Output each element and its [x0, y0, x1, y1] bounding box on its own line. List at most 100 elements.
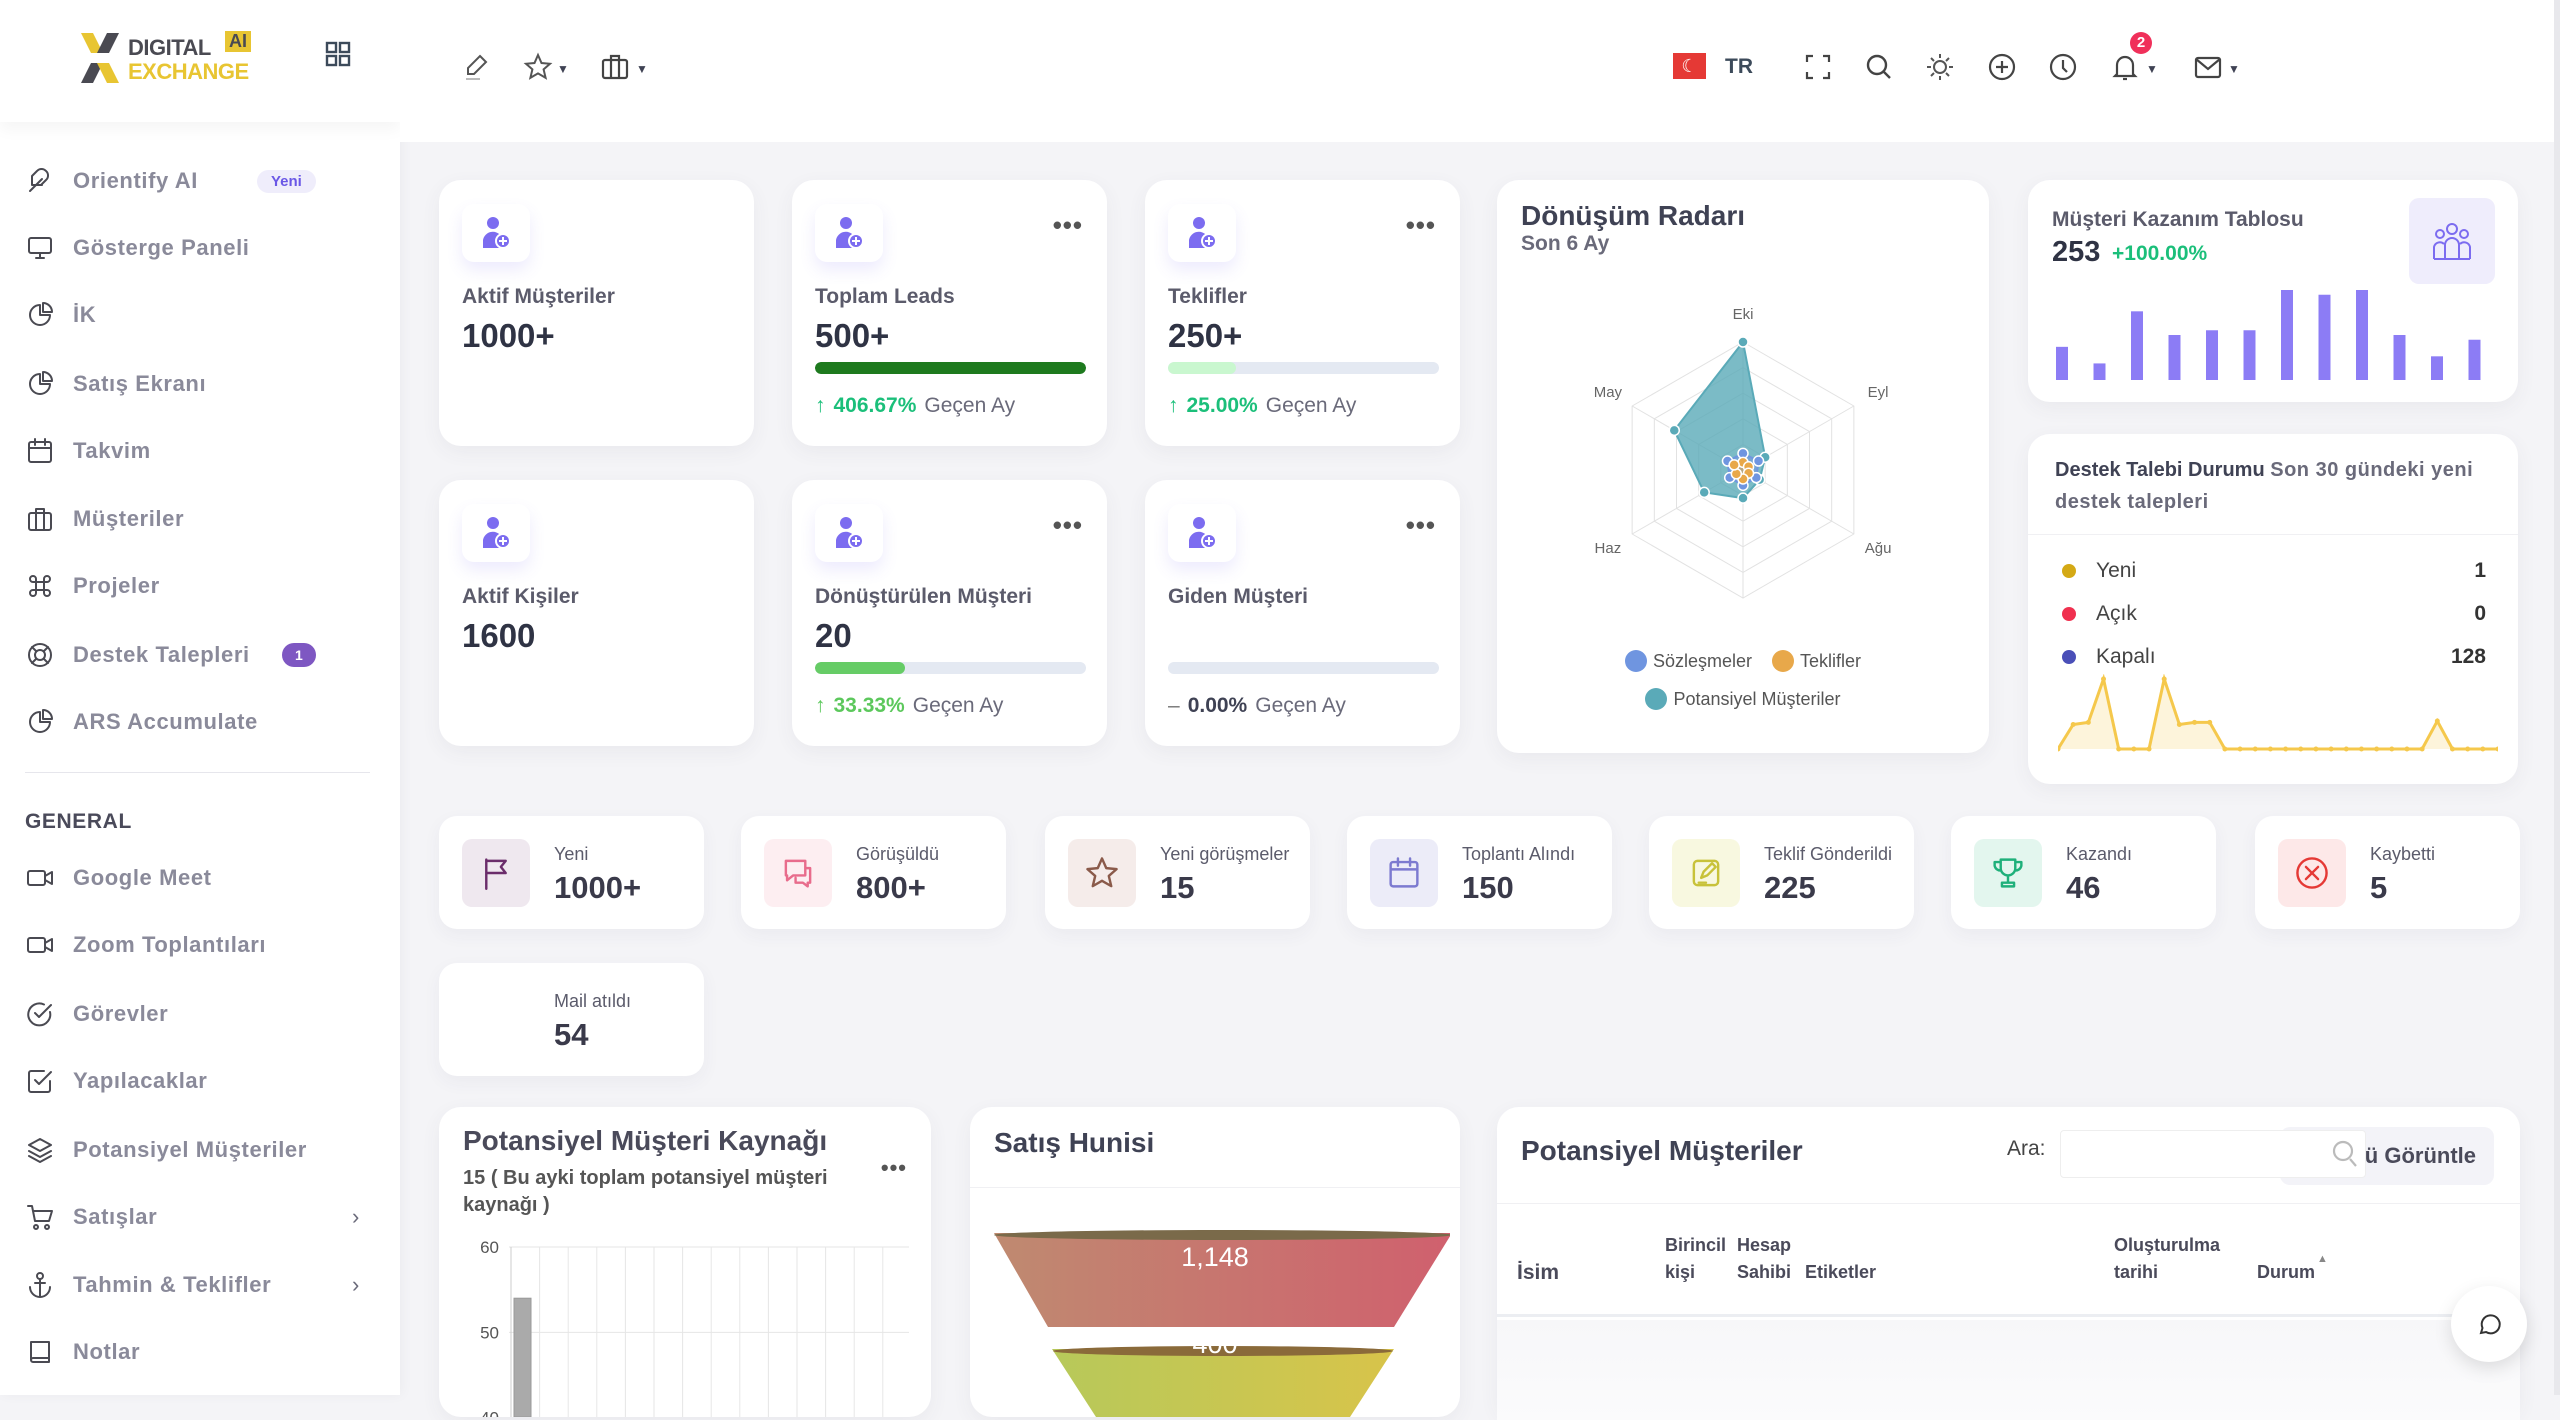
sidebar-item-ars-accumulate[interactable]: ARS Accumulate: [0, 697, 400, 747]
chat-button[interactable]: [2451, 1286, 2527, 1362]
acquisition-bar: [2281, 290, 2293, 380]
column-header[interactable]: Durum: [2257, 1262, 2315, 1282]
radar-legend-item[interactable]: Sözleşmeler: [1624, 650, 1752, 672]
funnel-stage-1-rim: [994, 1230, 1450, 1240]
pipeline-card[interactable]: Kaybetti 5: [2255, 816, 2520, 929]
kpi-trend-period: Geçen Ay: [1265, 394, 1357, 417]
page-scrollbar[interactable]: [2554, 0, 2560, 1395]
sidebar-item-tahmin-teklifler[interactable]: Tahmin & Teklifler ›: [0, 1260, 400, 1310]
kpi-card: Aktif Kişiler 1600: [439, 480, 754, 746]
kpi-trend: ↑ 25.00% Geçen Ay: [1168, 394, 1356, 418]
bell-icon[interactable]: [2110, 52, 2140, 82]
sidebar-item-potansiyel-müşteriler[interactable]: Potansiyel Müşteriler: [0, 1125, 400, 1175]
search-icon[interactable]: [1864, 52, 1894, 82]
pencil-icon[interactable]: [462, 52, 492, 82]
brand-logo[interactable]: DIGITAL EXCHANGE AI: [73, 29, 263, 87]
sidebar-item-orientify-ai[interactable]: Orientify AI Yeni: [0, 156, 400, 206]
acquisition-bar: [2206, 330, 2218, 380]
sidebar-item-satış-ekranı[interactable]: Satış Ekranı: [0, 359, 400, 409]
fullscreen-icon[interactable]: [1803, 52, 1833, 82]
sidebar-item-google-meet[interactable]: Google Meet: [0, 853, 400, 903]
logo-mark-icon: [81, 33, 119, 83]
sidebar-item-projeler[interactable]: Projeler: [0, 561, 400, 611]
column-header[interactable]: Hesap Sahibi: [1737, 1235, 1792, 1282]
column-header[interactable]: Etiketler: [1805, 1262, 1877, 1282]
chevron-right-icon[interactable]: ›: [352, 1204, 360, 1229]
kpi-menu-button[interactable]: •••: [1405, 510, 1436, 540]
radar-legend-item[interactable]: Teklifler: [1772, 650, 1861, 672]
lead-source-note: ( Bu ayki toplam potansiyel müşteri kayn…: [463, 1167, 828, 1216]
sidebar-item-i-k[interactable]: İK: [0, 290, 400, 340]
sidebar-item-müşteriler[interactable]: Müşteriler: [0, 494, 400, 544]
sidebar-item-label: Gösterge Paneli: [73, 235, 250, 260]
pipeline-card[interactable]: Toplantı Alındı 150: [1347, 816, 1612, 929]
table-divider: [1497, 1203, 2520, 1204]
arrow-up-icon: ↑: [815, 694, 826, 717]
radar-axis-label: Eyl: [1868, 384, 1889, 401]
add-circle-icon[interactable]: [1987, 52, 2017, 82]
chevron-right-icon[interactable]: ›: [352, 1272, 360, 1297]
support-title: Destek Talebi Durumu: [2055, 459, 2265, 481]
turkey-flag-icon[interactable]: ☾: [1673, 53, 1706, 79]
kpi-menu-button[interactable]: •••: [1405, 210, 1436, 240]
pipeline-icon-box: [1974, 839, 2042, 907]
sidebar-icon-wrap: [26, 505, 54, 533]
pie-chart-icon: [29, 709, 53, 733]
support-point: [2161, 676, 2167, 682]
kpi-menu-button[interactable]: •••: [1052, 210, 1083, 240]
lead-source-menu-button[interactable]: •••: [880, 1155, 907, 1180]
kpi-title: Teklifler: [1168, 285, 1247, 308]
theme-toggle-icon[interactable]: [1925, 52, 1955, 82]
apps-grid-icon[interactable]: [325, 41, 351, 67]
star-dropdown-caret[interactable]: ▼: [557, 62, 569, 76]
sidebar-item-notlar[interactable]: Notlar: [0, 1327, 400, 1377]
kpi-menu-button[interactable]: •••: [1052, 510, 1083, 540]
kpi-trend: ↑ 33.33% Geçen Ay: [815, 694, 1003, 718]
sidebar-item-gösterge-paneli[interactable]: Gösterge Paneli: [0, 223, 400, 273]
pie-chart-icon: [29, 302, 53, 326]
pipeline-label: Kazandı: [2066, 844, 2133, 864]
support-point: [2237, 746, 2243, 752]
sidebar-item-zoom-toplantıları[interactable]: Zoom Toplantıları: [0, 920, 400, 970]
radar-legend-item[interactable]: Potansiyel Müşteriler: [1645, 688, 1841, 710]
pipeline-card[interactable]: Yeni görüşmeler 15: [1045, 816, 1310, 929]
radar-axis-label: Eki: [1733, 306, 1754, 323]
pipeline-card[interactable]: Görüşüldü 800+: [741, 816, 1006, 929]
column-header[interactable]: Oluşturulma tarihi: [2114, 1235, 2221, 1282]
pipeline-label: Mail atıldı: [554, 991, 632, 1011]
pipeline-card[interactable]: Mail atıldı 54: [439, 963, 704, 1076]
y-tick-label: 50: [480, 1323, 499, 1342]
sidebar-item-satışlar[interactable]: Satışlar ›: [0, 1192, 400, 1242]
sidebar-item-destek-talepleri[interactable]: Destek Talepleri 1: [0, 630, 400, 680]
star-icon[interactable]: [523, 52, 553, 82]
search-input[interactable]: [2060, 1130, 2366, 1178]
sort-ascending-icon[interactable]: ▲: [2317, 1253, 2328, 1265]
mail-dropdown-caret[interactable]: ▼: [2228, 62, 2240, 76]
chat-bubble-icon: [2479, 1314, 2501, 1335]
language-label[interactable]: TR: [1725, 55, 1753, 78]
sidebar-item-görevler[interactable]: Görevler: [0, 989, 400, 1039]
sidebar-item-yapılacaklar[interactable]: Yapılacaklar: [0, 1056, 400, 1106]
briefcase-icon[interactable]: [600, 52, 630, 82]
count-badge: 1: [282, 643, 316, 667]
users-group-icon: [2433, 223, 2471, 260]
column-header[interactable]: İsim: [1517, 1261, 1560, 1284]
bell-dropdown-caret[interactable]: ▼: [2146, 62, 2158, 76]
kpi-value: 1600: [462, 617, 536, 654]
clock-icon[interactable]: [2048, 52, 2078, 82]
briefcase-dropdown-caret[interactable]: ▼: [636, 62, 648, 76]
column-header[interactable]: Birincil kişi: [1665, 1235, 1727, 1282]
kpi-title: Aktif Müşteriler: [462, 285, 615, 308]
sidebar-item-takvim[interactable]: Takvim: [0, 426, 400, 476]
kpi-value: 20: [815, 617, 852, 654]
pipeline-card[interactable]: Kazandı 46: [1951, 816, 2216, 929]
pipeline-card[interactable]: Yeni 1000+: [439, 816, 704, 929]
sidebar-icon-wrap: [26, 708, 54, 736]
pipeline-card[interactable]: Teklif Gönderildi 225: [1649, 816, 1914, 929]
sidebar-item-label: Google Meet: [73, 865, 212, 890]
support-point: [2313, 746, 2319, 752]
lead-source-bar-chart: 60 50 40: [480, 1238, 909, 1417]
support-status-row: Kapalı 128: [2062, 645, 2486, 669]
mail-icon[interactable]: [2193, 52, 2223, 82]
pipeline-value: 46: [2066, 870, 2101, 905]
